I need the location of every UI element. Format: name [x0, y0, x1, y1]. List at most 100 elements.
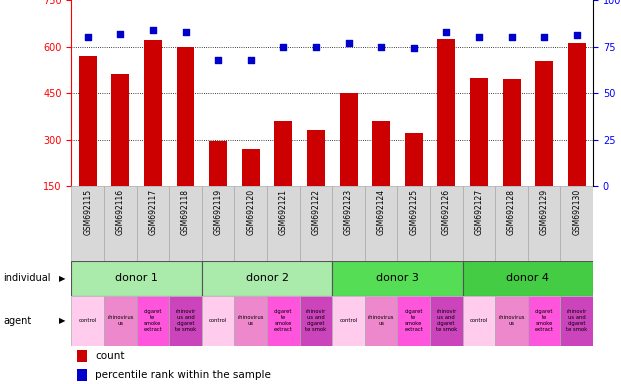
Point: [507, 34, 517, 40]
Bar: [463, 186, 496, 261]
Text: rhinovirus
us: rhinovirus us: [107, 315, 134, 326]
Bar: [332, 186, 365, 261]
Bar: [202, 261, 332, 296]
Bar: [502, 79, 520, 186]
Text: GSM692128: GSM692128: [507, 189, 516, 235]
Text: GSM692122: GSM692122: [312, 189, 320, 235]
Bar: [71, 296, 104, 346]
Bar: [496, 296, 528, 346]
Bar: [463, 296, 496, 346]
Text: cigaret
te
smoke
extract: cigaret te smoke extract: [143, 310, 162, 332]
Bar: [437, 39, 455, 186]
Bar: [496, 186, 528, 261]
Text: GSM692119: GSM692119: [214, 189, 222, 235]
Bar: [242, 149, 260, 186]
Bar: [144, 40, 162, 186]
Text: donor 1: donor 1: [115, 273, 158, 283]
Bar: [528, 186, 560, 261]
Point: [539, 34, 549, 40]
Bar: [372, 121, 390, 186]
Text: percentile rank within the sample: percentile rank within the sample: [95, 370, 271, 380]
Bar: [332, 261, 463, 296]
Text: control: control: [209, 318, 227, 323]
Text: cigaret
te
smoke
extract: cigaret te smoke extract: [404, 310, 423, 332]
Text: GSM692115: GSM692115: [83, 189, 92, 235]
Bar: [169, 186, 202, 261]
Text: donor 2: donor 2: [245, 273, 289, 283]
Bar: [299, 186, 332, 261]
Bar: [332, 296, 365, 346]
Bar: [71, 261, 202, 296]
Text: GSM692130: GSM692130: [573, 189, 581, 235]
Bar: [274, 121, 292, 186]
Bar: [535, 61, 553, 186]
Text: rhinovirus
us: rhinovirus us: [368, 315, 394, 326]
Bar: [340, 93, 358, 186]
Text: count: count: [95, 351, 124, 361]
Bar: [267, 296, 299, 346]
Bar: [430, 186, 463, 261]
Text: rhinovir
us and
cigaret
te smok: rhinovir us and cigaret te smok: [175, 310, 196, 332]
Bar: [397, 296, 430, 346]
Text: cigaret
te
smoke
extract: cigaret te smoke extract: [535, 310, 553, 332]
Point: [409, 45, 419, 51]
Bar: [307, 131, 325, 186]
Text: GSM692125: GSM692125: [409, 189, 418, 235]
Point: [148, 27, 158, 33]
Point: [181, 28, 191, 35]
Point: [442, 28, 451, 35]
Bar: [137, 296, 169, 346]
Bar: [137, 186, 169, 261]
Point: [278, 43, 288, 50]
Bar: [76, 369, 87, 381]
Text: GSM692123: GSM692123: [344, 189, 353, 235]
Text: control: control: [340, 318, 358, 323]
Bar: [397, 186, 430, 261]
Bar: [111, 74, 129, 186]
Text: GSM692124: GSM692124: [377, 189, 386, 235]
Bar: [365, 186, 397, 261]
Bar: [560, 186, 593, 261]
Bar: [71, 186, 104, 261]
Point: [474, 34, 484, 40]
Text: donor 3: donor 3: [376, 273, 419, 283]
Point: [246, 56, 256, 63]
Bar: [365, 296, 397, 346]
Bar: [79, 56, 97, 186]
Bar: [299, 296, 332, 346]
Text: cigaret
te
smoke
extract: cigaret te smoke extract: [274, 310, 292, 332]
Bar: [202, 186, 234, 261]
Point: [311, 43, 321, 50]
Bar: [405, 134, 423, 186]
Bar: [560, 296, 593, 346]
Bar: [104, 296, 137, 346]
Bar: [169, 296, 202, 346]
Text: rhinovir
us and
cigaret
te smok: rhinovir us and cigaret te smok: [566, 310, 587, 332]
Bar: [267, 186, 299, 261]
Text: rhinovirus
us: rhinovirus us: [237, 315, 264, 326]
Point: [376, 43, 386, 50]
Text: agent: agent: [3, 316, 31, 326]
Text: GSM692121: GSM692121: [279, 189, 288, 235]
Bar: [463, 261, 593, 296]
Text: GSM692127: GSM692127: [474, 189, 483, 235]
Text: GSM692129: GSM692129: [540, 189, 548, 235]
Bar: [76, 350, 87, 362]
Bar: [209, 141, 227, 186]
Point: [213, 56, 223, 63]
Bar: [430, 296, 463, 346]
Text: GSM692120: GSM692120: [247, 189, 255, 235]
Bar: [176, 46, 194, 186]
Text: control: control: [79, 318, 97, 323]
Text: control: control: [470, 318, 488, 323]
Bar: [235, 296, 267, 346]
Text: rhinovirus
us: rhinovirus us: [498, 315, 525, 326]
Text: GSM692117: GSM692117: [148, 189, 157, 235]
Text: ▶: ▶: [59, 274, 65, 283]
Bar: [470, 78, 488, 186]
Bar: [104, 186, 137, 261]
Text: rhinovir
us and
cigaret
te smok: rhinovir us and cigaret te smok: [306, 310, 327, 332]
Text: GSM692126: GSM692126: [442, 189, 451, 235]
Point: [572, 32, 582, 38]
Bar: [528, 296, 560, 346]
